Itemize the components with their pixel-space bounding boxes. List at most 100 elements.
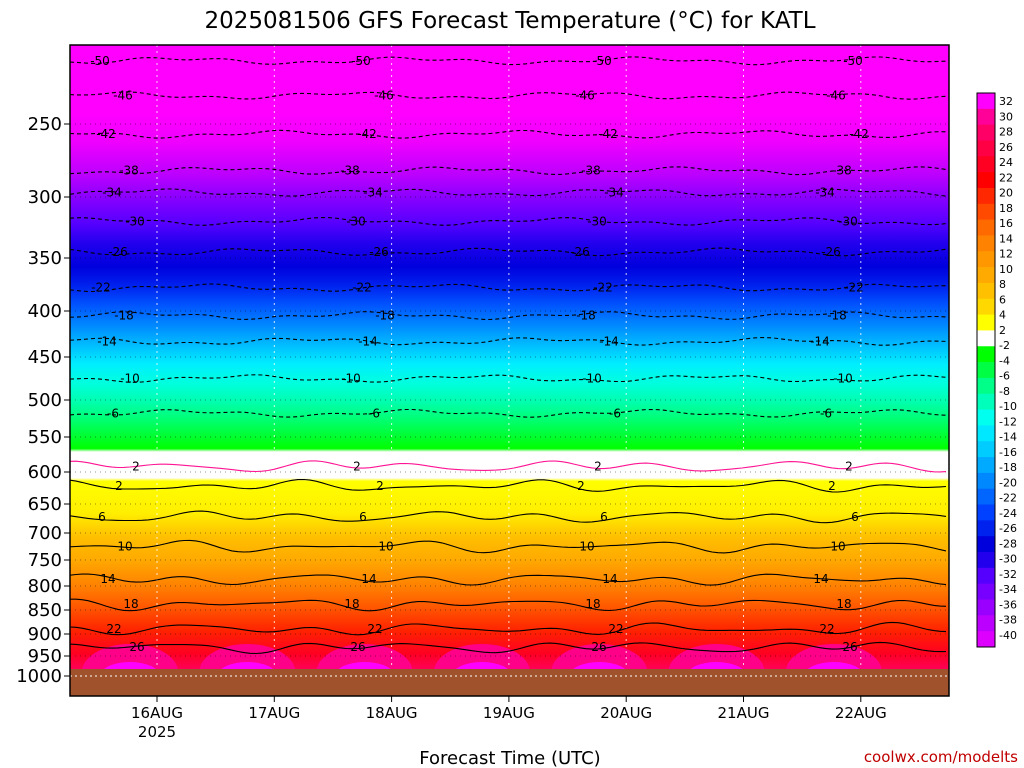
x-tick-label: 19AUG: [483, 704, 535, 722]
colorbar-label: -8: [999, 385, 1010, 398]
colorbar-swatch: [977, 457, 995, 474]
contour-label: -30: [125, 214, 145, 228]
contour-label: -30: [346, 214, 366, 228]
colorbar-label: -40: [999, 629, 1017, 642]
colorbar-label: -34: [999, 583, 1017, 596]
contour-label: -34: [604, 186, 624, 200]
colorbar-swatch: [977, 409, 995, 426]
colorbar-swatch: [977, 599, 995, 616]
contour-label: -46: [575, 89, 595, 103]
contour-line: [70, 598, 947, 612]
contour-label: 26: [350, 640, 365, 654]
contour-line: [70, 460, 947, 473]
colorbar-swatch: [977, 124, 995, 141]
y-tick-label: 650: [28, 494, 62, 515]
y-tick-label: 550: [28, 427, 62, 448]
colorbar-swatch: [977, 377, 995, 395]
x-tick-label: 18AUG: [366, 704, 418, 722]
contour-label: -50: [351, 54, 371, 68]
contour-label: -46: [374, 89, 394, 103]
contour-label: -34: [815, 186, 835, 200]
y-tick-label: 300: [28, 187, 62, 208]
contour-label: -10: [833, 372, 853, 386]
contour-label: 2: [594, 459, 602, 473]
colorbar-label: -6: [999, 370, 1010, 383]
contour-label: 10: [830, 540, 845, 554]
contour-label: -6: [107, 406, 119, 420]
contour-label: -10: [120, 372, 140, 386]
colorbar-label: 22: [999, 171, 1013, 184]
contour-line: [70, 539, 947, 554]
contour-label: -46: [826, 89, 846, 103]
colorbar-swatch: [977, 393, 995, 411]
contour-label: 14: [813, 572, 828, 586]
contour-label: -14: [599, 334, 619, 348]
contour-label: -42: [96, 127, 116, 141]
contour-label: -10: [341, 372, 361, 386]
colorbar-label: 12: [999, 248, 1013, 261]
contour-label: -10: [582, 372, 602, 386]
contour-label: -18: [827, 309, 847, 323]
contour-label: -6: [368, 406, 380, 420]
contour-label: -42: [598, 127, 618, 141]
colorbar-swatch: [977, 235, 995, 252]
colorbar-swatch: [977, 267, 995, 284]
contour-label: 22: [819, 622, 834, 636]
contour-label: -50: [90, 54, 110, 68]
contour-line: [70, 641, 946, 655]
colorbar-label: -2: [999, 339, 1010, 352]
contour-label: 6: [600, 510, 608, 524]
y-axis: 250 300 350 400 450 500 550 600 650 700 750 800 850 9…: [16, 114, 70, 687]
colorbar-label: -36: [999, 598, 1017, 611]
contour-lines: -50 -50 -50 -50-46 -46 -46 -46-42 -42 -42 -42-38-…: [70, 54, 947, 655]
contour-label: 26: [591, 640, 606, 654]
y-tick-label: 750: [28, 550, 62, 571]
contour-label: 6: [851, 510, 859, 524]
colorbar-swatch: [977, 282, 995, 300]
colorbar-label: -22: [999, 492, 1017, 505]
colorbar-label: 30: [999, 110, 1013, 123]
colorbar-swatch: [977, 140, 995, 157]
y-tick-label: 700: [28, 523, 62, 544]
contour-label: 18: [585, 597, 600, 611]
colorbar-label: 4: [999, 309, 1006, 322]
colorbar-swatch: [977, 219, 995, 236]
colorbar-swatch: [977, 615, 995, 632]
y-tick-label: 250: [28, 114, 62, 135]
contour-label: -18: [114, 309, 134, 323]
y-tick-label: 950: [28, 646, 62, 667]
temperature-field: [70, 45, 949, 696]
colorbar-swatch: [977, 346, 995, 363]
contour-line: [70, 621, 947, 636]
contour-label: -38: [119, 164, 139, 178]
colorbar-label: -32: [999, 568, 1017, 581]
colorbar-swatch: [977, 425, 995, 442]
contour-label: -14: [810, 334, 830, 348]
colorbar-label: 10: [999, 263, 1013, 276]
colorbar-label: -12: [999, 415, 1017, 428]
colorbar-swatch: [977, 536, 995, 553]
y-tick-label: 1000: [16, 666, 62, 687]
contour-label: -34: [363, 186, 383, 200]
colorbar-swatch: [977, 472, 995, 490]
plot-frame: [69, 44, 950, 697]
contour-label: -34: [102, 186, 122, 200]
y-tick-label: 600: [28, 462, 62, 483]
contour-label: 2: [828, 479, 836, 493]
colorbar-label: -16: [999, 446, 1017, 459]
colorbar-label: 20: [999, 187, 1013, 200]
colorbar-label: 32: [999, 95, 1013, 108]
colorbar-label: -30: [999, 553, 1017, 566]
colorbar-swatch: [977, 504, 995, 521]
colorbar-label: 18: [999, 202, 1013, 215]
contour-label: -26: [369, 245, 389, 259]
x-tick-label: 20AUG: [600, 704, 652, 722]
contour-label: 14: [100, 572, 115, 586]
colorbar-swatch: [977, 330, 995, 347]
contour-label: -26: [821, 245, 841, 259]
contour-label: -38: [832, 164, 852, 178]
contour-label: -42: [357, 127, 377, 141]
contour-label: -30: [838, 214, 858, 228]
colorbar-swatch: [977, 203, 995, 221]
